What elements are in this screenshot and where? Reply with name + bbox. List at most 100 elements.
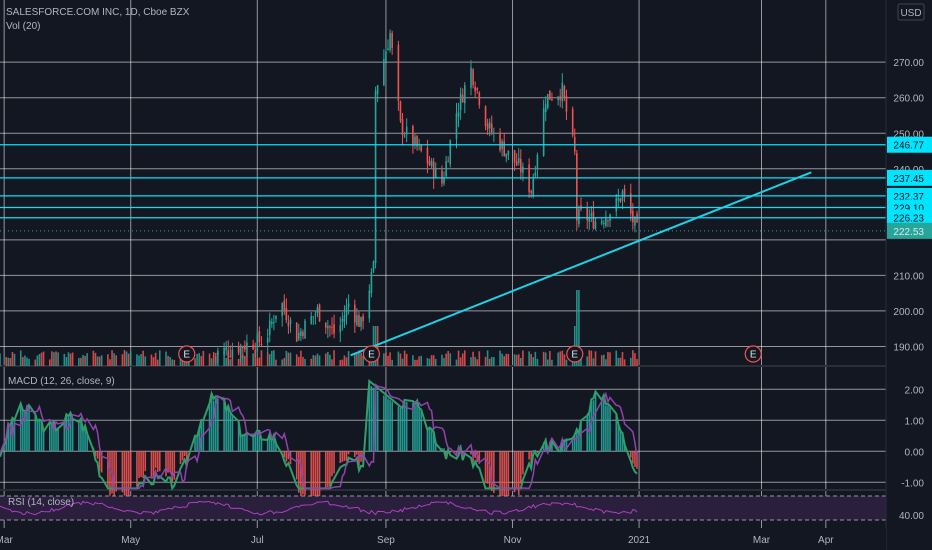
candle-body xyxy=(297,332,300,340)
candle-body xyxy=(544,104,547,113)
volume-bar xyxy=(283,358,286,366)
candle-body xyxy=(499,132,501,151)
macd-histogram-bar xyxy=(196,435,198,452)
candle-body xyxy=(549,90,551,100)
macd-histogram-bar xyxy=(449,451,452,453)
trendline[interactable] xyxy=(350,171,812,357)
candle-body xyxy=(227,350,230,356)
volume-bar xyxy=(486,350,489,366)
candle-body xyxy=(403,135,406,137)
macd-histogram-bar xyxy=(86,432,88,452)
volume-bar xyxy=(339,359,342,366)
macd-histogram-bar xyxy=(229,413,232,452)
macd-histogram-bar xyxy=(490,451,493,492)
macd-histogram-bar xyxy=(387,398,389,452)
volume-bar xyxy=(441,354,443,366)
volume-bar xyxy=(457,350,460,366)
volume-bar xyxy=(231,355,234,366)
earnings-marker[interactable]: E xyxy=(566,345,584,363)
volume-bar xyxy=(403,350,406,366)
macd-histogram-bar xyxy=(329,451,331,487)
earnings-marker-circle xyxy=(744,345,762,363)
macd-histogram-bar xyxy=(227,407,230,452)
earnings-marker[interactable]: E xyxy=(744,345,762,363)
time-axis[interactable]: Mar May Jul Sep Nov 2021 Mar Apr xyxy=(0,535,834,546)
macd-histogram-bar xyxy=(571,436,574,452)
volume-bar xyxy=(551,359,553,366)
volume-bar xyxy=(40,352,43,366)
macd-tick-label: 0.00 xyxy=(905,447,925,458)
candle-body xyxy=(634,217,636,226)
macd-histogram-bar xyxy=(273,433,275,452)
candle-body xyxy=(571,109,574,136)
candle-body xyxy=(287,322,290,327)
price-axis[interactable]: 270.00260.00250.00240.00210.00200.00190.… xyxy=(893,58,924,522)
candle-body xyxy=(615,198,618,212)
macd-histogram-bar xyxy=(331,451,333,477)
macd-histogram-bar xyxy=(297,451,300,493)
volume-bar xyxy=(252,353,254,366)
volume-bar xyxy=(528,351,530,366)
macd-histogram-bar xyxy=(173,451,176,480)
macd-histogram-bar xyxy=(354,451,356,457)
time-tick-label: Apr xyxy=(818,535,834,546)
macd-histogram-bar xyxy=(266,438,269,452)
candle-body xyxy=(534,172,537,176)
macd-histogram-bar xyxy=(268,432,271,452)
volume-bar xyxy=(86,353,88,366)
macd-histogram-bar xyxy=(594,394,597,452)
candle-body xyxy=(289,319,292,324)
macd-histogram-bar xyxy=(372,387,375,452)
candle-body xyxy=(629,193,632,214)
earnings-marker[interactable]: E xyxy=(362,345,381,363)
macd-histogram-bar xyxy=(517,451,520,495)
currency-badge[interactable] xyxy=(897,3,925,21)
volume-bar xyxy=(576,290,578,366)
volume-bar xyxy=(420,355,423,366)
candle-body xyxy=(310,316,313,324)
macd-histogram-bar xyxy=(295,451,298,480)
macd-histogram-bar xyxy=(619,429,622,452)
volume-bar xyxy=(212,354,215,366)
volume-bar xyxy=(38,354,41,366)
candle-body xyxy=(441,170,443,184)
horizontal-levels[interactable] xyxy=(0,144,886,232)
candle-body xyxy=(472,69,474,86)
macd-histogram-bar xyxy=(136,451,138,487)
macd-histogram-bar xyxy=(432,430,435,452)
candle-body xyxy=(507,150,510,155)
macd-histogram-bar xyxy=(129,451,132,486)
volume-bar xyxy=(295,354,298,366)
macd-histogram-bar xyxy=(80,418,82,452)
volume-bar xyxy=(478,351,481,366)
time-tick-label: Sep xyxy=(377,535,395,546)
candle-body xyxy=(260,344,263,346)
currency-label: USD xyxy=(900,8,921,19)
volume-bar xyxy=(304,358,306,366)
candle-body xyxy=(339,325,342,333)
volume-bar xyxy=(474,356,476,366)
candle-body xyxy=(493,132,495,134)
volume-bar xyxy=(490,356,493,366)
volume-bar xyxy=(310,358,313,366)
volume-bar xyxy=(300,350,302,366)
macd-histogram-bar xyxy=(223,400,225,452)
volume-bar xyxy=(356,353,358,366)
volume-bar xyxy=(488,358,491,366)
macd-histogram-bar xyxy=(109,451,111,496)
earnings-marker[interactable]: E xyxy=(178,345,196,363)
candle-body xyxy=(283,300,286,310)
volume-bar xyxy=(376,326,379,366)
macd-histogram-bar xyxy=(592,400,595,452)
candle-body xyxy=(414,136,416,146)
candle-body xyxy=(302,331,304,337)
candle-body xyxy=(239,345,242,354)
volume-bar xyxy=(432,355,435,366)
volume-bar xyxy=(289,352,292,366)
volume-bar xyxy=(385,352,387,366)
macd-histogram-bar xyxy=(57,427,59,452)
